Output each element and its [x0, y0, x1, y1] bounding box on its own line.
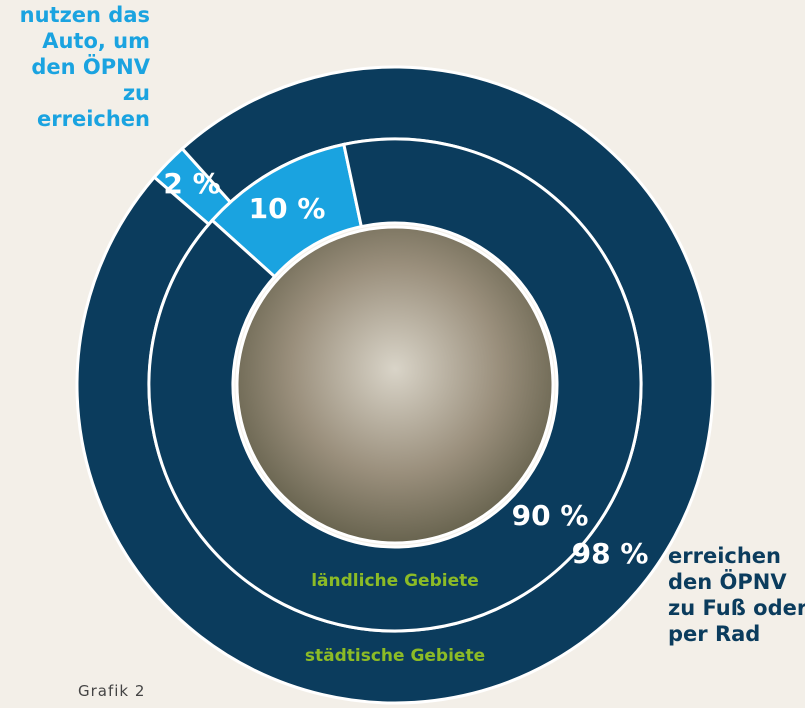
value-label: 98 % — [572, 537, 649, 570]
category-label: erreichen den ÖPNV zu Fuß oder per Rad — [668, 544, 805, 646]
value-label: 90 % — [512, 499, 589, 532]
value-label: 2 % — [163, 167, 220, 200]
caption: Grafik 2 — [78, 682, 146, 700]
value-label: 10 % — [249, 192, 326, 225]
series-name: ländliche Gebiete — [311, 571, 479, 591]
series-name: städtische Gebiete — [305, 646, 485, 666]
photo — [235, 225, 555, 545]
category-label: nutzen das Auto, um den ÖPNV zu erreiche… — [19, 3, 150, 131]
donut-slice — [147, 137, 643, 633]
